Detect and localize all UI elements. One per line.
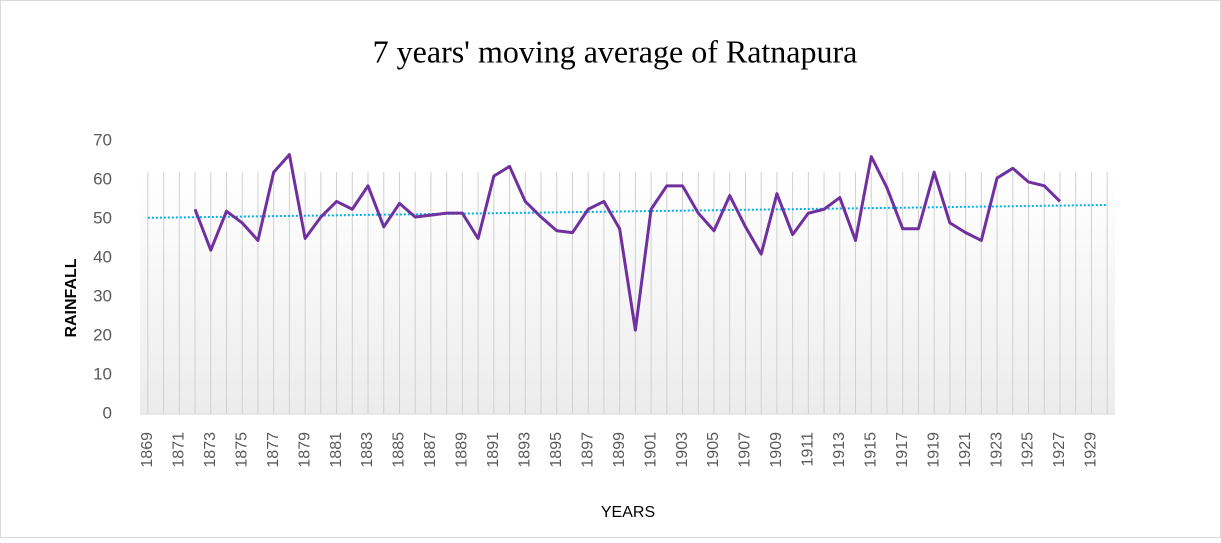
- x-tick-label: 1915: [862, 432, 879, 468]
- x-tick-label: 1883: [359, 432, 376, 468]
- y-tick-label: 50: [93, 208, 112, 227]
- x-tick-label: 1919: [925, 432, 942, 468]
- y-tick-label: 60: [93, 169, 112, 188]
- data-line: [193, 153, 1062, 332]
- x-tick-label: 1913: [831, 432, 848, 468]
- x-tick-label: 1911: [800, 432, 817, 467]
- x-tick-label: 1903: [674, 432, 691, 468]
- x-tick-label: 1889: [454, 432, 471, 468]
- y-tick-label: 70: [93, 130, 112, 149]
- x-tick-label: 1921: [957, 432, 974, 468]
- x-tick-label: 1877: [265, 432, 282, 468]
- x-tick-label: 1873: [202, 432, 219, 468]
- x-tick-label: 1925: [1020, 432, 1037, 468]
- y-tick-label: 20: [93, 325, 112, 344]
- chart-title: 7 years' moving average of Ratnapura: [373, 33, 858, 69]
- y-tick-label: 40: [93, 247, 112, 266]
- x-tick-label: 1905: [705, 432, 722, 468]
- x-tick-label: 1879: [296, 432, 313, 468]
- x-axis-label: YEARS: [601, 504, 655, 521]
- x-tick-label: 1887: [422, 432, 439, 468]
- x-tick-label: 1927: [1051, 432, 1068, 468]
- x-tick-label: 1885: [391, 432, 408, 468]
- y-tick-label: 10: [93, 364, 112, 383]
- x-tick-label: 1871: [171, 432, 188, 468]
- x-tick-label: 1897: [579, 432, 596, 468]
- x-tick-label: 1875: [233, 432, 250, 468]
- x-tick-label: 1909: [768, 432, 785, 468]
- x-tick-label: 1881: [328, 432, 345, 468]
- x-tick-label: 1893: [517, 432, 534, 468]
- x-tick-label: 1907: [737, 432, 754, 468]
- x-tick-label: 1869: [139, 432, 156, 468]
- y-tick-label: 30: [93, 286, 112, 305]
- x-tick-label: 1917: [894, 432, 911, 468]
- x-tick-label: 1923: [988, 432, 1005, 468]
- plot-background: [140, 172, 1115, 414]
- x-tick-label: 1901: [642, 432, 659, 468]
- x-tick-label: 1899: [611, 432, 628, 468]
- x-tick-label: 1929: [1083, 432, 1100, 468]
- x-tick-label: 1891: [485, 432, 502, 468]
- x-tick-label: 1895: [548, 432, 565, 468]
- y-tick-label: 0: [103, 403, 112, 422]
- y-axis-label: RAINFALL: [63, 258, 80, 337]
